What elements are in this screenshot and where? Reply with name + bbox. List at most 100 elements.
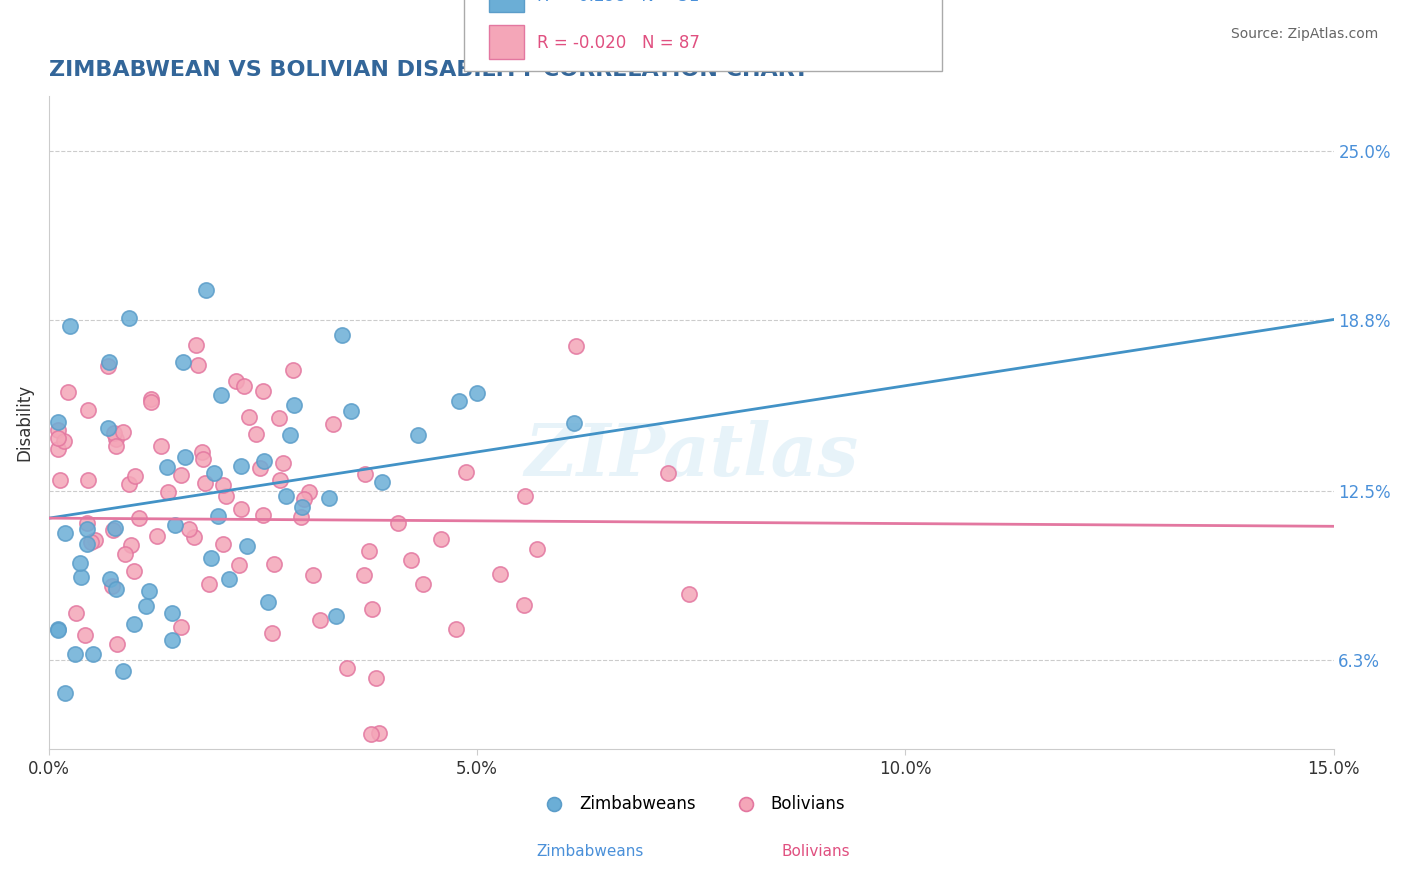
Point bbox=[76, 403, 98, 417]
Point bbox=[257, 595, 280, 609]
Point bbox=[114, 547, 136, 561]
Point bbox=[65, 606, 87, 620]
Point bbox=[104, 521, 127, 535]
Point bbox=[173, 450, 195, 465]
Point bbox=[353, 568, 375, 582]
Point bbox=[465, 385, 488, 400]
Point bbox=[202, 466, 225, 480]
Point bbox=[368, 726, 391, 740]
Point bbox=[103, 426, 125, 441]
Point bbox=[98, 572, 121, 586]
Point bbox=[253, 454, 276, 468]
Point bbox=[65, 647, 87, 661]
Text: R =  0.298   N = 51: R = 0.298 N = 51 bbox=[537, 0, 699, 5]
Point bbox=[105, 433, 128, 447]
Point bbox=[186, 337, 208, 351]
Point bbox=[225, 374, 247, 388]
Point bbox=[156, 459, 179, 474]
Point bbox=[336, 661, 359, 675]
Point bbox=[98, 355, 121, 369]
Point bbox=[236, 539, 259, 553]
Point bbox=[209, 388, 232, 402]
Point bbox=[526, 541, 548, 556]
Point bbox=[162, 632, 184, 647]
Point bbox=[281, 363, 304, 377]
Point bbox=[249, 460, 271, 475]
Point bbox=[135, 599, 157, 613]
Point bbox=[170, 620, 193, 634]
Point bbox=[229, 458, 252, 473]
Point bbox=[325, 608, 347, 623]
Point bbox=[56, 384, 79, 399]
Point bbox=[292, 491, 315, 506]
Point bbox=[141, 395, 163, 409]
Point bbox=[269, 473, 291, 487]
Point bbox=[657, 466, 679, 480]
Point bbox=[120, 538, 142, 552]
Point bbox=[357, 544, 380, 558]
Point bbox=[46, 415, 69, 429]
Point bbox=[179, 522, 201, 536]
Text: Bolivians: Bolivians bbox=[782, 845, 849, 859]
Point bbox=[112, 664, 135, 678]
Point bbox=[82, 648, 104, 662]
Point bbox=[169, 467, 191, 482]
Point bbox=[76, 537, 98, 551]
Point bbox=[187, 358, 209, 372]
Point bbox=[228, 558, 250, 573]
Point bbox=[229, 502, 252, 516]
Point bbox=[371, 475, 394, 490]
Point bbox=[76, 522, 98, 536]
Point bbox=[101, 523, 124, 537]
Point bbox=[364, 671, 387, 685]
Point bbox=[678, 587, 700, 601]
Point bbox=[412, 576, 434, 591]
Point bbox=[429, 533, 451, 547]
Point bbox=[309, 613, 332, 627]
Text: ZIPatlas: ZIPatlas bbox=[524, 420, 858, 491]
Point bbox=[84, 533, 107, 547]
Point bbox=[290, 509, 312, 524]
Point bbox=[212, 537, 235, 551]
Point bbox=[252, 384, 274, 398]
Point bbox=[298, 485, 321, 500]
Point bbox=[128, 511, 150, 525]
Point bbox=[48, 474, 70, 488]
Point bbox=[387, 516, 409, 530]
Y-axis label: Disability: Disability bbox=[15, 384, 32, 461]
Point bbox=[172, 355, 194, 369]
Point bbox=[124, 468, 146, 483]
Point bbox=[456, 465, 478, 479]
Point bbox=[444, 622, 467, 636]
Point bbox=[354, 467, 377, 482]
Point bbox=[59, 319, 82, 334]
Point bbox=[46, 423, 69, 437]
Point bbox=[245, 427, 267, 442]
Point bbox=[124, 616, 146, 631]
Point bbox=[145, 529, 167, 543]
Point bbox=[191, 444, 214, 458]
Point bbox=[263, 557, 285, 571]
Point bbox=[46, 622, 69, 636]
Point bbox=[207, 508, 229, 523]
Point bbox=[105, 637, 128, 651]
Point bbox=[101, 578, 124, 592]
Point bbox=[283, 398, 305, 412]
Point bbox=[513, 489, 536, 503]
Point bbox=[340, 403, 363, 417]
Point bbox=[46, 624, 69, 638]
Point bbox=[80, 535, 103, 549]
Point bbox=[96, 359, 118, 373]
Text: ZIMBABWEAN VS BOLIVIAN DISABILITY CORRELATION CHART: ZIMBABWEAN VS BOLIVIAN DISABILITY CORREL… bbox=[49, 60, 808, 79]
Point bbox=[198, 577, 221, 591]
Point bbox=[193, 451, 215, 466]
Point bbox=[53, 526, 76, 541]
Point bbox=[513, 598, 536, 612]
Point bbox=[291, 500, 314, 514]
Point bbox=[53, 686, 76, 700]
Text: R = -0.020   N = 87: R = -0.020 N = 87 bbox=[537, 34, 700, 52]
Point bbox=[252, 508, 274, 522]
Point bbox=[322, 417, 344, 432]
Point bbox=[447, 393, 470, 408]
Point bbox=[260, 626, 283, 640]
